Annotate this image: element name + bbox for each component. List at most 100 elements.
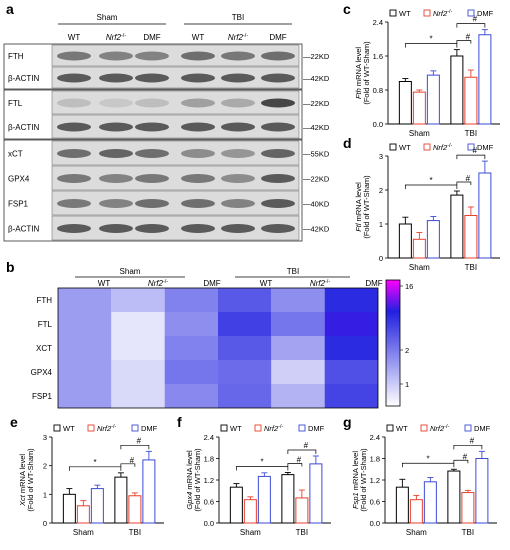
band-label-β-actin: β-ACTIN [8, 225, 39, 234]
heatmap-cell [218, 384, 272, 408]
bar [229, 486, 243, 524]
legend-label: WT [230, 424, 242, 433]
significance-bracket [405, 43, 458, 48]
panel-letter-b: b [6, 259, 15, 275]
blot-band [57, 174, 91, 183]
y-tick-label: 2 [43, 462, 47, 471]
blot-band [135, 98, 169, 108]
bar [114, 476, 128, 524]
bar [450, 55, 464, 125]
y-axis-label: Xct mRNA level [18, 454, 27, 507]
bar-chart-e: 0 1 2 3 Xct mRNA level (Fold of WT-Sham) Sham T… [18, 424, 164, 537]
panel-letter-c: c [343, 1, 351, 17]
legend-swatch [467, 143, 475, 151]
legend-swatch [423, 9, 431, 17]
legend-swatch [389, 143, 397, 151]
blot-band [261, 51, 295, 61]
blot-band [261, 149, 295, 158]
significance-bracket [453, 444, 483, 450]
bar [62, 493, 76, 524]
legend-swatch [298, 424, 306, 432]
panel-letter-e: e [10, 414, 18, 430]
x-category-label: TBI [129, 528, 141, 537]
blot-lane-label: DMF [143, 33, 160, 42]
y-axis-label-2: (Fold of WT-Sham) [362, 175, 371, 239]
legend-swatch [420, 424, 428, 432]
y-tick-label: 2.4 [370, 433, 380, 442]
legend-label: Nrf2-/- [430, 424, 450, 433]
bar [295, 497, 309, 524]
band-label-gpx4: GPX4 [8, 175, 30, 184]
significance-hash: # [466, 174, 471, 183]
band-label-ftl: FTL [8, 99, 23, 108]
y-tick-label: 2 [379, 186, 383, 195]
bar [478, 172, 492, 259]
significance-bracket [120, 444, 150, 450]
band-kd-label: —22KD [303, 99, 330, 108]
band-label-fth: FTH [8, 52, 24, 61]
heatmap-column-label: WT [98, 279, 111, 288]
significance-bracket [236, 466, 289, 471]
heatmap-cell [324, 384, 378, 408]
blot-band [135, 51, 169, 61]
heatmap-column-label: DMF [365, 279, 382, 288]
heatmap-cell [218, 312, 272, 336]
blot-band [99, 51, 133, 61]
bar-chart-d: 0 1 2 3 Ftl mRNA level (Fold of WT-Sham) Sham T… [354, 143, 500, 272]
band-label-xct: xCT [8, 150, 23, 159]
heatmap-cell [111, 360, 165, 384]
y-axis-label-2: (Fold of WT-Sham) [362, 41, 371, 105]
significance-hash: # [466, 33, 471, 42]
significance-star: * [261, 457, 264, 466]
significance-bracket [405, 184, 458, 190]
bar [464, 215, 478, 259]
bar [257, 475, 271, 524]
heatmap-cell [58, 384, 112, 408]
band-kd-label: —22KD [303, 52, 330, 61]
heatmap-row-label: FTL [38, 320, 53, 329]
blot-band [261, 122, 295, 132]
heatmap-cell [164, 312, 218, 336]
significance-hash: # [473, 15, 478, 24]
heatmap-cell [164, 384, 218, 408]
legend-label: WT [399, 9, 411, 18]
bar [461, 492, 475, 524]
y-tick-label: 0.6 [204, 498, 214, 507]
blot-band [221, 174, 255, 183]
x-category-label: Sham [409, 263, 430, 272]
significance-star: * [430, 35, 433, 44]
y-tick-label: 1 [43, 490, 47, 499]
heatmap-row-label: XCT [36, 344, 52, 353]
blot-band [181, 199, 215, 208]
significance-star: * [430, 176, 433, 185]
x-category-label: Sham [409, 129, 430, 138]
y-tick-label: 0.0 [204, 519, 214, 528]
band-kd-label: —22KD [303, 175, 330, 184]
bar [412, 238, 426, 259]
blot-block: FTH —22KD β-ACTIN —42KD [3, 43, 330, 90]
blot-band [57, 51, 91, 61]
bar [478, 34, 492, 125]
y-tick-label: 0.6 [370, 498, 380, 507]
blot-band [221, 98, 255, 108]
blot-band [135, 199, 169, 208]
y-tick-label: 2.4 [373, 18, 383, 27]
heatmap-cell [218, 288, 272, 312]
bar [142, 459, 156, 524]
blot-band [135, 149, 169, 158]
y-tick-label: 1.8 [370, 455, 380, 464]
panel-letter-f: f [177, 414, 182, 430]
heatmap-column-label: Nrf2-/- [148, 279, 168, 288]
blot-band [261, 73, 295, 83]
legend-label: DMF [477, 9, 494, 18]
blot-band [99, 149, 133, 158]
blot-band [261, 199, 295, 208]
blot-band [57, 73, 91, 83]
western-blot-panel: Sham TBI WT Nrf2-/- DMF WT Nrf2-/- DMF FTH —22KD β… [3, 13, 330, 242]
heatmap-column-label: WT [260, 279, 273, 288]
x-category-label: Sham [240, 528, 261, 537]
heatmap-column-label: DMF [203, 279, 220, 288]
legend-label: WT [396, 424, 408, 433]
bar-chart-g: 0.0 0.6 1.2 1.8 2.4 Fsp1 mRNA level (Fold of W… [351, 424, 497, 537]
